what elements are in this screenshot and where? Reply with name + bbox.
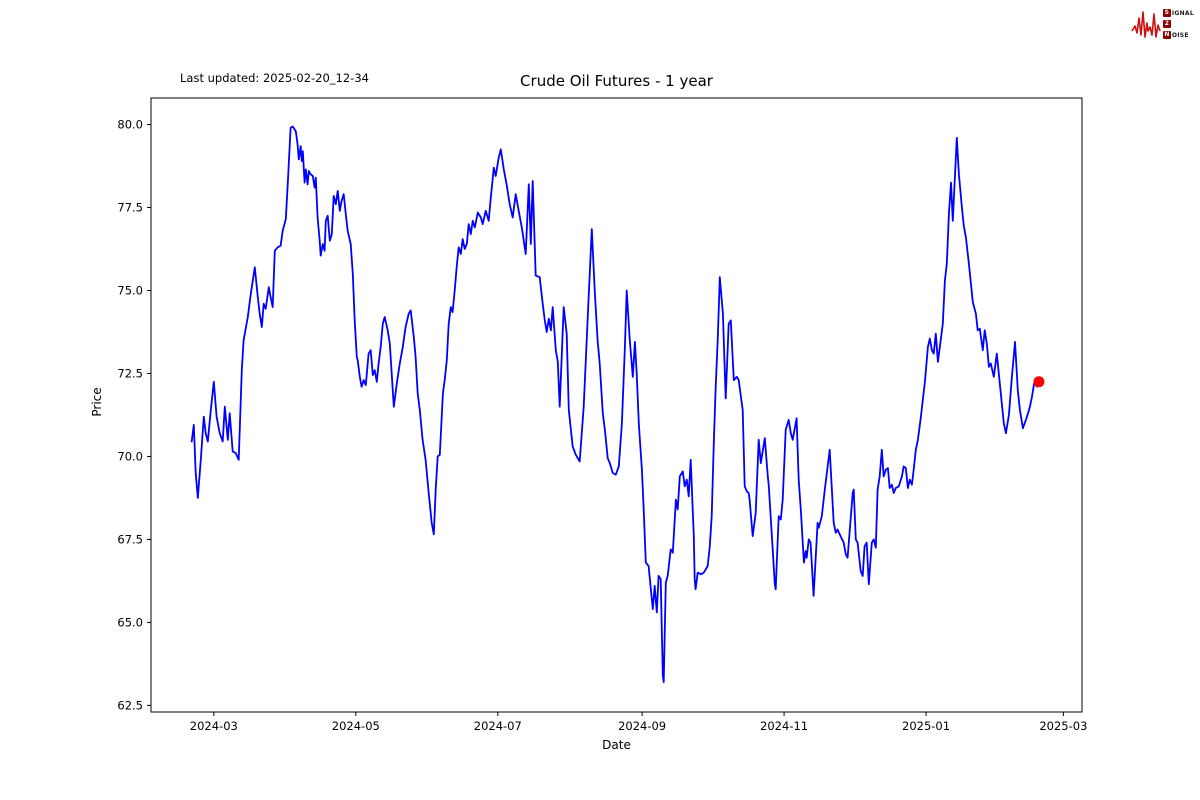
y-tick-label: 77.5	[117, 201, 143, 215]
logo-badge-s: S	[1162, 9, 1171, 17]
logo-badge-2: 2	[1162, 20, 1171, 28]
y-tick-label: 80.0	[117, 118, 143, 132]
x-tick-label: 2025-03	[1039, 719, 1087, 733]
y-tick-label: 70.0	[117, 449, 143, 463]
logo-row-text: IGNAL	[1171, 9, 1194, 17]
logo-badge-n: N	[1162, 31, 1171, 39]
logo-row-3: N OISE	[1162, 31, 1194, 40]
x-axis-label: Date	[602, 738, 631, 752]
logo-row-text: OISE	[1171, 31, 1189, 39]
price-line	[190, 125, 1040, 683]
x-tick-label: 2024-07	[474, 719, 522, 733]
y-tick-label: 62.5	[117, 698, 143, 712]
logo-row-1: S IGNAL	[1162, 9, 1194, 18]
y-tick-label: 75.0	[117, 283, 143, 297]
x-tick-label: 2024-03	[190, 719, 238, 733]
waveform-icon	[1131, 11, 1161, 38]
signal-2-noise-logo: S IGNAL 2 N OISE	[1131, 4, 1194, 44]
y-tick-label: 65.0	[117, 615, 143, 629]
last-close-marker	[1033, 376, 1045, 388]
x-tick-label: 2024-09	[618, 719, 666, 733]
y-tick-label: 72.5	[117, 366, 143, 380]
logo-row-2: 2	[1162, 20, 1194, 29]
page-title: Crude Oil Futures - 1 year	[520, 72, 713, 90]
y-tick-label: 67.5	[117, 532, 143, 546]
y-axis-label: Price	[90, 387, 104, 417]
x-tick-label: 2025-01	[902, 719, 950, 733]
x-tick-label: 2024-11	[760, 719, 808, 733]
x-tick-label: 2024-05	[332, 719, 380, 733]
plot-frame	[150, 97, 1083, 713]
last-updated-text: Last updated: 2025-02-20_12-34	[180, 71, 369, 85]
